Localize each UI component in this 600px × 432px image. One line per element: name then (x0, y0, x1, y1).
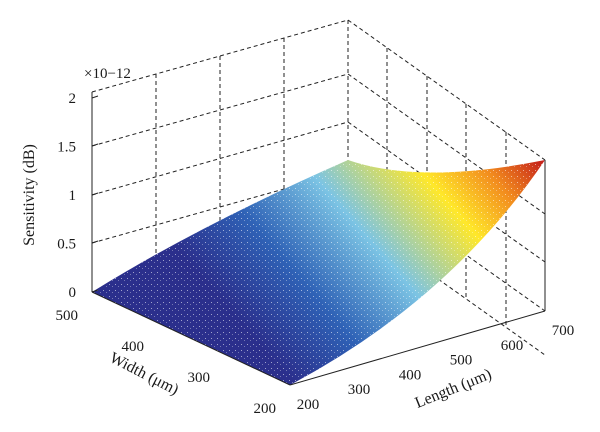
z-tick-label: 1 (69, 188, 77, 204)
z-tick-label: 1.5 (57, 140, 76, 156)
x-tick-label: 400 (399, 367, 422, 383)
x-tick-label: 500 (450, 353, 473, 369)
y-tick-label: 500 (56, 308, 79, 324)
y-tick-label: 400 (122, 339, 145, 355)
x-tick-label: 200 (297, 397, 320, 413)
x-tick-label: 700 (552, 323, 575, 339)
y-axis-label: Width (μm) (107, 349, 182, 398)
z-tick-label: 0 (69, 285, 77, 301)
y-tick-label: 300 (188, 370, 211, 386)
x-axis-label: Length (μm) (413, 366, 494, 412)
surface-mesh (92, 160, 545, 385)
z-tick-label: 2 (69, 91, 77, 107)
y-tick-label: 200 (254, 401, 277, 417)
z-tick-marks (91, 95, 99, 293)
z-multiplier-label: ×10−12 (84, 66, 131, 82)
axis-frame (91, 92, 546, 386)
z-axis-label: Sensitivity (dB) (21, 144, 38, 246)
z-tick-label: 0.5 (57, 237, 76, 253)
x-tick-label: 300 (348, 382, 371, 398)
x-tick-label: 600 (501, 338, 524, 354)
